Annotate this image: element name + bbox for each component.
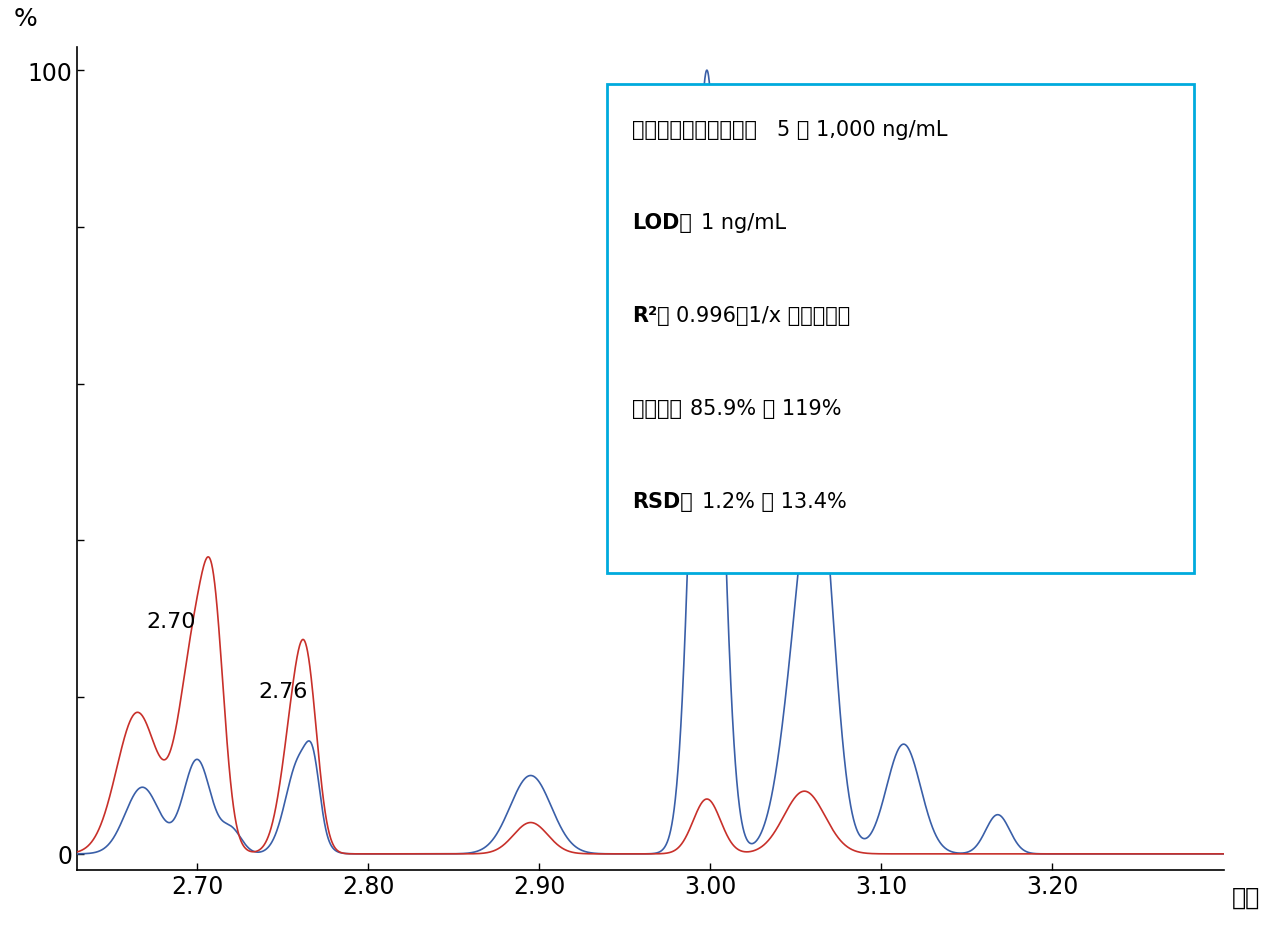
Text: 2.70: 2.70 (147, 611, 196, 631)
Text: 正確度：: 正確度： (632, 398, 682, 419)
Text: 2.76: 2.76 (259, 681, 307, 702)
Text: R²：: R²： (632, 305, 669, 326)
Text: RSD：: RSD： (632, 491, 692, 511)
Y-axis label: %: % (14, 7, 37, 32)
Text: 85.9% ～ 119%: 85.9% ～ 119% (690, 398, 841, 419)
Text: LOD：: LOD： (632, 213, 692, 233)
Text: 時間: 時間 (1233, 885, 1261, 909)
FancyBboxPatch shape (607, 84, 1194, 574)
Text: 5 ～ 1,000 ng/mL: 5 ～ 1,000 ng/mL (777, 120, 947, 140)
Text: ダイナミックレンジ：: ダイナミックレンジ： (632, 120, 756, 140)
Text: 0.996（1/x 重み付け）: 0.996（1/x 重み付け） (676, 305, 850, 326)
Text: 1 ng/mL: 1 ng/mL (701, 213, 786, 233)
Text: 1.2% ～ 13.4%: 1.2% ～ 13.4% (703, 491, 847, 511)
